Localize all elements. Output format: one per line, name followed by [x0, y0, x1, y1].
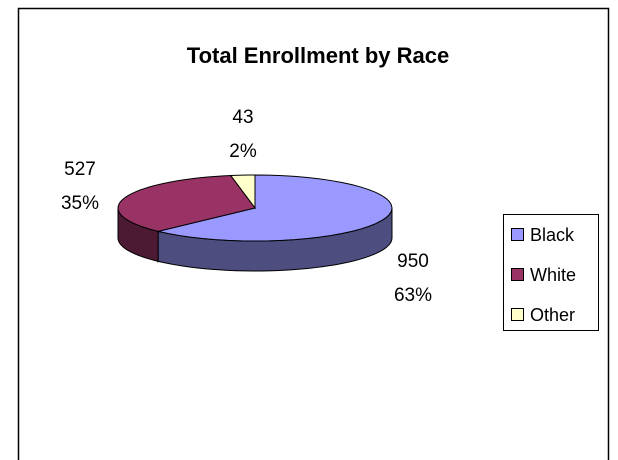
legend-label: Black: [530, 225, 575, 245]
legend-swatch: [511, 228, 524, 241]
percent-label: 35%: [61, 193, 99, 214]
slice: [117, 175, 256, 232]
value-label: 43: [232, 107, 253, 128]
slice: [229, 174, 256, 210]
legend-swatch: [511, 268, 524, 281]
legend-swatch: [511, 308, 524, 321]
percent-label: 63%: [394, 285, 432, 306]
chart-title: Total Enrollment by Race: [187, 43, 449, 68]
legend-label: Other: [530, 305, 575, 325]
percent-label: 2%: [229, 141, 257, 162]
value-label: 950: [397, 251, 429, 272]
value-label: 527: [64, 159, 96, 180]
legend-label: White: [530, 265, 576, 285]
slice: [158, 174, 393, 242]
